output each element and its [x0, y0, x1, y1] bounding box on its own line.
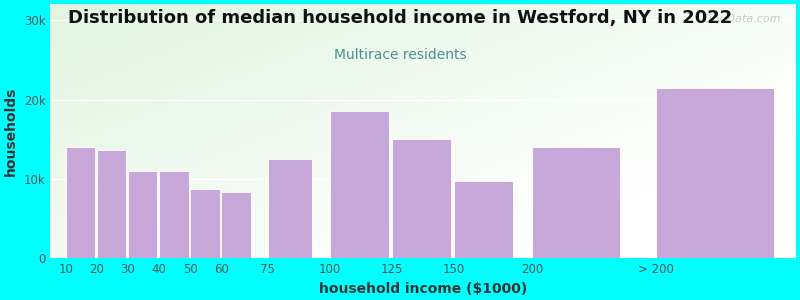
Bar: [190, 189, 220, 258]
Text: City-Data.com: City-Data.com: [702, 14, 781, 24]
Bar: [97, 150, 126, 258]
Y-axis label: households: households: [4, 87, 18, 176]
Bar: [656, 88, 774, 258]
Bar: [392, 139, 451, 258]
Bar: [159, 171, 189, 258]
Bar: [454, 181, 513, 258]
Bar: [268, 159, 312, 258]
Bar: [532, 147, 620, 258]
Text: Multirace residents: Multirace residents: [334, 48, 466, 62]
Bar: [66, 147, 95, 258]
Text: Distribution of median household income in Westford, NY in 2022: Distribution of median household income …: [68, 9, 732, 27]
Bar: [330, 111, 389, 258]
Bar: [221, 192, 250, 258]
X-axis label: household income ($1000): household income ($1000): [319, 282, 527, 296]
Bar: [128, 171, 158, 258]
